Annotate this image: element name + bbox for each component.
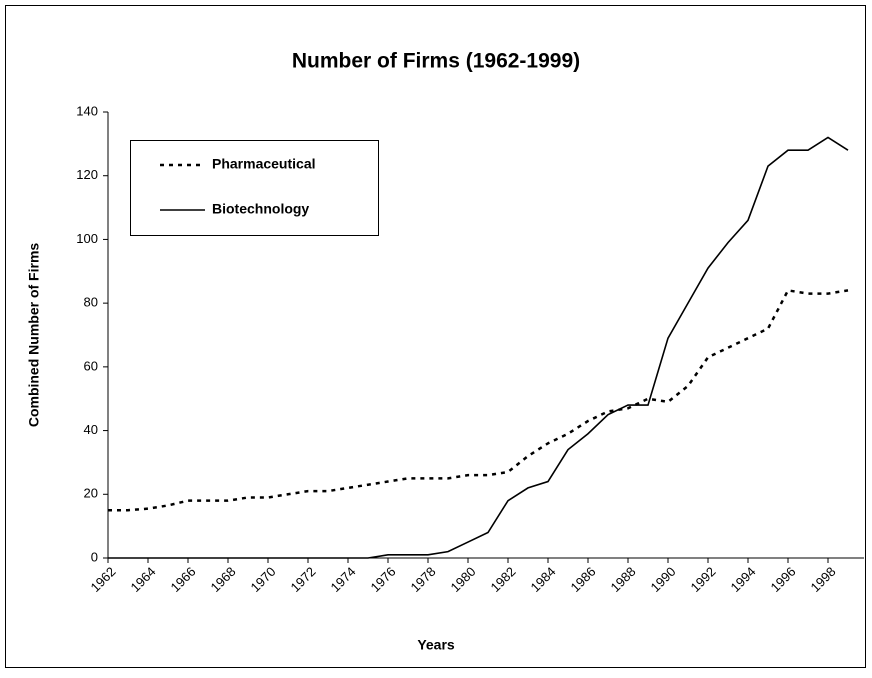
line-series <box>108 136 849 559</box>
y-tick-label: 0 <box>91 549 98 564</box>
y-tick-label: 100 <box>76 231 98 246</box>
chart-title: Number of Firms (1962-1999) <box>292 50 580 73</box>
y-tick-label: 40 <box>84 422 98 437</box>
y-tick-label: 60 <box>84 358 98 373</box>
line-series <box>108 289 849 512</box>
y-tick-label: 140 <box>76 103 98 118</box>
legend-label: Pharmaceutical <box>212 156 316 172</box>
legend-box <box>130 140 379 236</box>
x-axis-label: Years <box>417 637 455 653</box>
y-axis-label: Combined Number of Firms <box>26 243 42 428</box>
chart-border <box>5 5 866 668</box>
legend-label: Biotechnology <box>212 201 309 217</box>
y-tick-label: 80 <box>84 295 98 310</box>
y-tick-label: 20 <box>84 486 98 501</box>
y-tick-label: 120 <box>76 167 98 182</box>
